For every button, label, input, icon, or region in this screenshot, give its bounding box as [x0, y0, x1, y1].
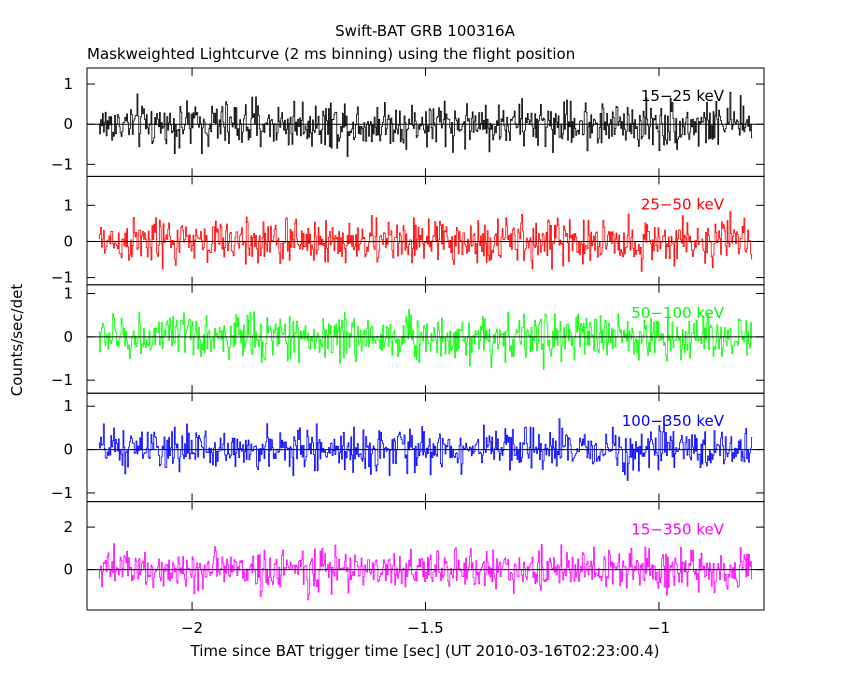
band-label-3: 50−100 keV — [631, 304, 724, 322]
y-tick-label-1-1: −1 — [51, 155, 73, 173]
y-tick-label-2-3: 1 — [63, 196, 73, 214]
y-tick-label-4-3: 1 — [63, 397, 73, 415]
y-tick-label-1-2: 0 — [63, 115, 73, 133]
chart-subtitle: Maskweighted Lightcurve (2 ms binning) u… — [87, 45, 575, 63]
y-tick-label-3-1: −1 — [51, 371, 73, 389]
panel-5: 0 2 15−350 keV — [63, 501, 765, 611]
panel-1: −1 0 1 15−25 keV — [51, 67, 765, 177]
panel-3: −1 0 1 50−100 keV — [51, 284, 765, 394]
series-line-3 — [98, 309, 753, 370]
y-tick-label-3-2: 0 — [63, 328, 73, 346]
y-tick-label-4-1: −1 — [51, 484, 73, 502]
panel-frame-2 — [86, 175, 765, 286]
x-tick-label-3: −1 — [648, 619, 670, 637]
y-tick-label-2-2: 0 — [63, 232, 73, 250]
y-tick-label-4-2: 0 — [63, 441, 73, 459]
series-line-1 — [98, 91, 753, 157]
y-tick-label-3-3: 1 — [63, 284, 73, 302]
series-line-2 — [98, 211, 753, 272]
y-tick-label-5-1: 0 — [63, 561, 73, 579]
chart-title: Swift-BAT GRB 100316A — [335, 22, 515, 40]
band-label-4: 100−350 keV — [622, 412, 725, 430]
x-tick-label-1: −2 — [181, 619, 203, 637]
y-tick-label-1-3: 1 — [63, 75, 73, 93]
panel-2: −1 0 1 25−50 keV — [51, 175, 765, 287]
series-line-5 — [98, 543, 753, 601]
x-axis-label: Time since BAT trigger time [sec] (UT 20… — [190, 642, 660, 660]
y-tick-label-5-2: 2 — [63, 518, 73, 536]
series-line-4 — [98, 416, 753, 481]
band-label-2: 25−50 keV — [641, 195, 725, 213]
y-tick-label-2-1: −1 — [51, 269, 73, 287]
band-label-5: 15−350 keV — [631, 521, 724, 539]
y-axis-label: Counts/sec/det — [8, 284, 26, 397]
band-label-1: 15−25 keV — [641, 87, 725, 105]
x-tick-label-2: −1.5 — [407, 619, 443, 637]
panels-group: −1 0 1 15−25 keV −1 0 1 25−50 keV −1 0 1 50−100 keV… — [51, 67, 765, 637]
panel-4: −1 0 1 100−350 keV — [51, 392, 765, 503]
